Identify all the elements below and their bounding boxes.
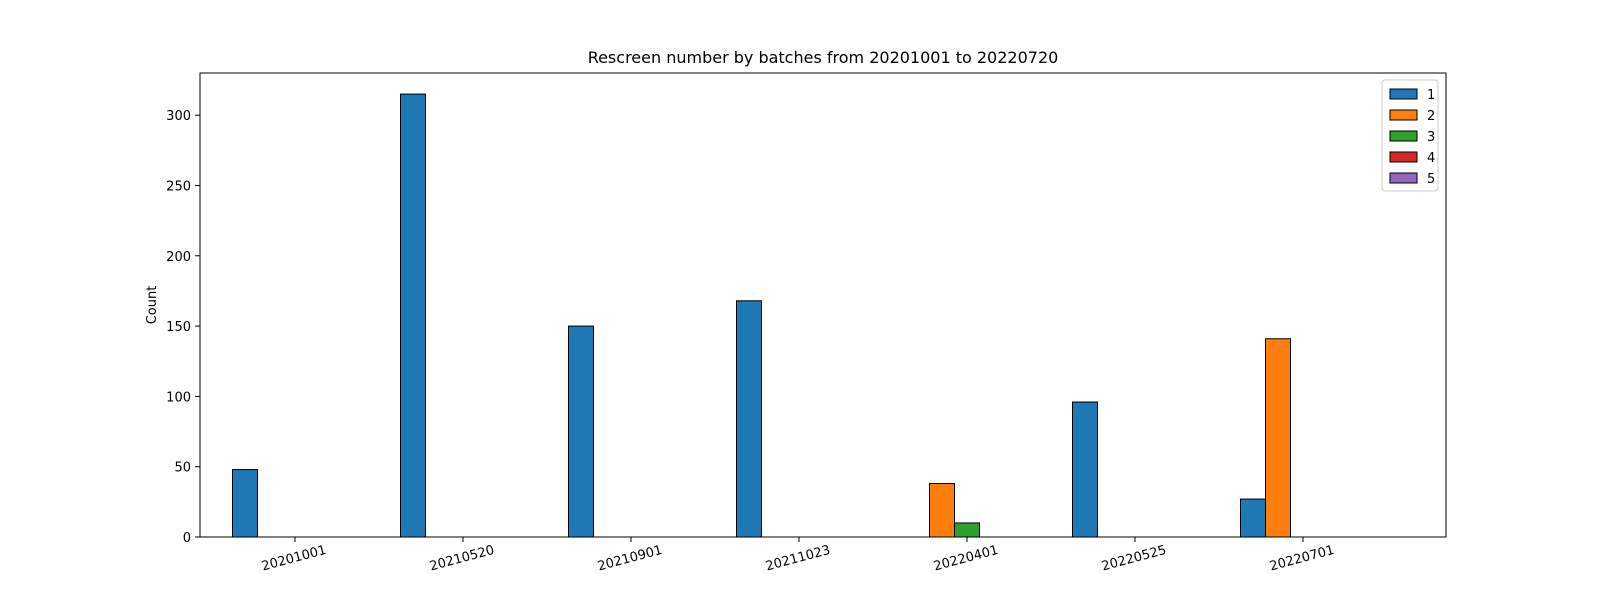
bar-series-1-20220525: [1072, 401, 1098, 538]
y-tick-label: 100: [166, 390, 191, 405]
x-tick-label: 20220701: [1268, 543, 1336, 575]
x-tick-label: 20210901: [596, 543, 664, 575]
y-tick-label: 150: [166, 320, 191, 335]
bar-series-1-20220701: [1240, 498, 1266, 538]
legend-swatch-2: [1389, 109, 1418, 121]
legend-label-4: 4: [1427, 151, 1435, 166]
y-tick-label: 300: [166, 109, 191, 124]
bar-series-1-20210520: [400, 93, 426, 538]
x-tick-label: 20220401: [932, 543, 1000, 575]
x-tick-label: 20210520: [428, 543, 496, 575]
legend-label-3: 3: [1427, 130, 1435, 145]
legend-swatch-1: [1389, 88, 1418, 100]
y-tick-label: 250: [166, 179, 191, 194]
legend-label-5: 5: [1427, 172, 1435, 187]
x-tick-label: 20220525: [1100, 543, 1168, 575]
bar-series-2-20220401: [929, 483, 955, 538]
bars-group: [232, 93, 1291, 538]
bar-series-2-20220701: [1265, 338, 1291, 538]
x-tick-label: 20201001: [260, 543, 328, 575]
bar-series-1-20211023: [736, 300, 762, 538]
plot-frame: [199, 72, 1447, 538]
bar-series-1-20201001: [232, 469, 258, 538]
legend-swatch-4: [1389, 151, 1418, 163]
legend-label-1: 1: [1427, 88, 1435, 103]
chart-title: Rescreen number by batches from 20201001…: [588, 48, 1059, 67]
bar-series-1-20210901: [568, 325, 594, 538]
bar-series-3-20220401: [954, 522, 980, 538]
y-axis: 0 50 100 150 200 250 300: [166, 109, 200, 546]
legend-label-2: 2: [1427, 109, 1435, 124]
y-tick-label: 0: [183, 531, 191, 546]
legend: 1 2 3 4 5: [1381, 79, 1439, 192]
x-tick-label: 20211023: [764, 543, 832, 575]
legend-swatch-3: [1389, 130, 1418, 142]
y-tick-label: 200: [166, 250, 191, 265]
legend-swatch-5: [1389, 172, 1418, 184]
x-axis: 20201001 20210520 20210901 20211023 20220401…: [260, 537, 1336, 574]
y-axis-label: Count: [145, 286, 160, 325]
y-tick-label: 50: [174, 461, 191, 476]
